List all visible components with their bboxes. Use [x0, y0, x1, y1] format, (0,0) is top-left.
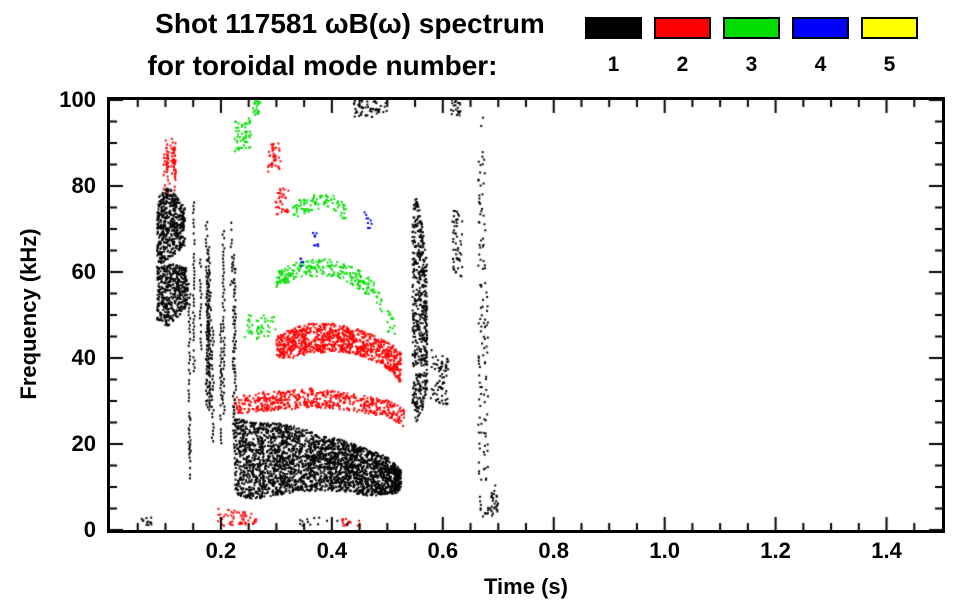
y-tick-label: 20 [71, 431, 96, 456]
x-tick-label: 1.0 [649, 538, 680, 563]
legend-swatch-n4 [792, 17, 849, 39]
legend-swatch-n5 [861, 17, 918, 39]
y-tick-label: 80 [71, 173, 96, 198]
legend-label-n2: 2 [676, 53, 689, 76]
legend-label-n3: 3 [745, 53, 758, 76]
x-tick-label: 0.8 [538, 538, 570, 563]
plot-frame [107, 97, 945, 533]
x-axis-label: Time (s) [484, 574, 568, 599]
spectrogram-canvas [110, 100, 942, 530]
legend-label-n5: 5 [883, 53, 896, 76]
x-tick-label: 1.4 [871, 538, 902, 563]
y-tick-label: 40 [71, 345, 96, 370]
x-tick-label: 0.4 [316, 538, 348, 563]
chart-title: Shot 117581 ωB(ω) spectrum [155, 8, 545, 39]
x-tick-label: 0.6 [427, 538, 459, 563]
legend-swatch-n3 [723, 17, 780, 39]
legend-label-n4: 4 [814, 53, 827, 76]
y-axis-label: Frequency (kHz) [16, 228, 41, 400]
x-tick-label: 1.2 [760, 538, 791, 563]
y-tick-label: 0 [83, 517, 96, 542]
y-tick-label: 60 [71, 259, 96, 284]
chart-subtitle: for toroidal mode number: [147, 50, 498, 81]
x-tick-label: 0.2 [205, 538, 237, 563]
y-tick-label: 100 [59, 87, 96, 112]
